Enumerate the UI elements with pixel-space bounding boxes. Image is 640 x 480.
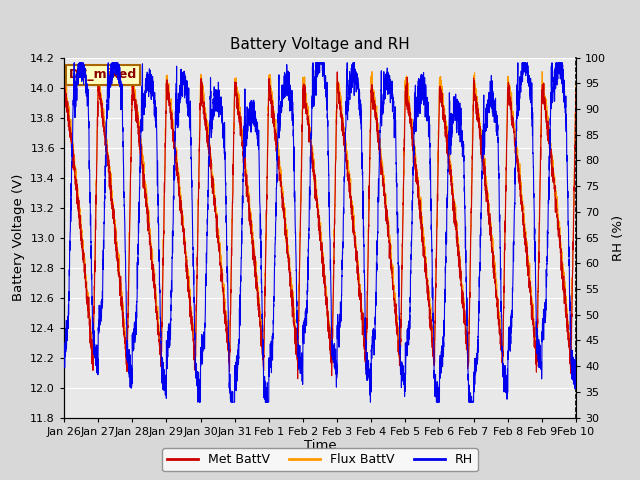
Title: Battery Voltage and RH: Battery Voltage and RH <box>230 37 410 52</box>
Y-axis label: RH (%): RH (%) <box>612 215 625 261</box>
Text: DC_mixed: DC_mixed <box>69 68 138 82</box>
Y-axis label: Battery Voltage (V): Battery Voltage (V) <box>12 174 24 301</box>
X-axis label: Time: Time <box>304 439 336 453</box>
Legend: Met BattV, Flux BattV, RH: Met BattV, Flux BattV, RH <box>162 448 478 471</box>
